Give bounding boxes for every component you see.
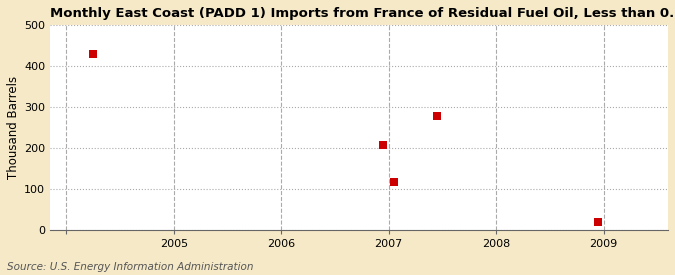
Point bbox=[389, 180, 400, 184]
Point bbox=[593, 220, 603, 225]
Y-axis label: Thousand Barrels: Thousand Barrels bbox=[7, 76, 20, 179]
Point bbox=[88, 52, 99, 56]
Text: Source: U.S. Energy Information Administration: Source: U.S. Energy Information Administ… bbox=[7, 262, 253, 272]
Text: Monthly East Coast (PADD 1) Imports from France of Residual Fuel Oil, Less than : Monthly East Coast (PADD 1) Imports from… bbox=[50, 7, 675, 20]
Point bbox=[431, 114, 442, 118]
Point bbox=[378, 142, 389, 147]
